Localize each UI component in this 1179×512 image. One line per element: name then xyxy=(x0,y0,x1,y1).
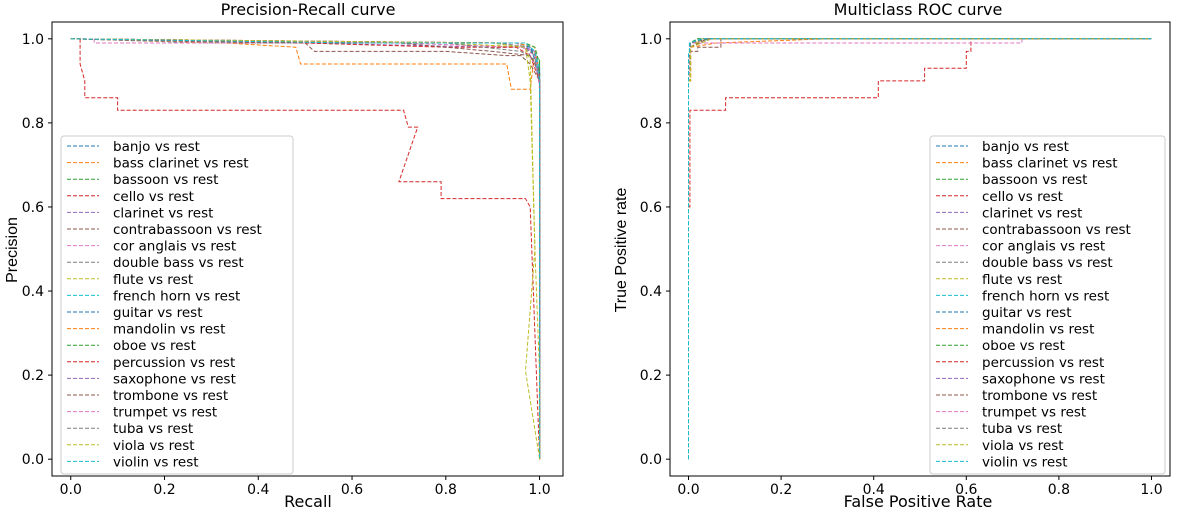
pr-legend-label: violin vs rest xyxy=(113,454,199,470)
roc-legend-label: contrabassoon vs rest xyxy=(982,222,1131,238)
pr-y-axis-label: Precision xyxy=(4,217,21,283)
roc-legend-label: oboe vs rest xyxy=(982,338,1065,354)
pr-y-tick-label: 0.4 xyxy=(22,284,44,300)
pr-y-tick-label: 0.6 xyxy=(22,200,44,216)
roc-legend-label: cor anglais vs rest xyxy=(982,239,1105,255)
pr-legend-label: banjo vs rest xyxy=(113,139,200,155)
roc-legend-label: percussion vs rest xyxy=(982,355,1104,371)
pr-legend-label: tuba vs rest xyxy=(113,421,193,437)
pr-y-tick-label: 0.0 xyxy=(22,452,44,468)
roc-legend-label: double bass vs rest xyxy=(982,255,1113,271)
roc-chart-title: Multiclass ROC curve xyxy=(834,0,1003,19)
pr-y-tick-label: 0.8 xyxy=(22,116,44,132)
roc-y-tick-label: 0.6 xyxy=(640,200,662,216)
roc-legend-label: trumpet vs rest xyxy=(982,405,1086,421)
roc-legend-label: bassoon vs rest xyxy=(982,172,1087,188)
pr-x-tick-label: 0.4 xyxy=(247,482,269,498)
pr-legend-label: cello vs rest xyxy=(113,189,194,205)
pr-legend-label: percussion vs rest xyxy=(113,355,235,371)
pr-curve-cor-anglais xyxy=(93,38,541,460)
pr-x-tick-label: 0.8 xyxy=(435,482,457,498)
pr-legend-label: guitar vs rest xyxy=(113,305,202,321)
pr-legend-box xyxy=(60,135,294,475)
pr-legend-label: trumpet vs rest xyxy=(113,405,217,421)
roc-legend-label: violin vs rest xyxy=(982,454,1068,470)
roc-x-tick-label: 0.2 xyxy=(770,482,792,498)
pr-legend-label: contrabassoon vs rest xyxy=(113,222,262,238)
roc-y-axis-label: True Positive rate xyxy=(613,188,630,313)
roc-legend-label: french horn vs rest xyxy=(982,288,1109,304)
roc-curve-cello xyxy=(688,38,1152,460)
pr-x-tick-label: 0.2 xyxy=(153,482,175,498)
pr-legend-label: cor anglais vs rest xyxy=(113,239,236,255)
pr-curve-contrabassoon xyxy=(70,38,541,460)
pr-curve-cello xyxy=(79,38,541,460)
pr-legend-label: clarinet vs rest xyxy=(113,205,213,221)
pr-legend-label: bassoon vs rest xyxy=(113,172,218,188)
roc-y-tick-label: 0.8 xyxy=(640,116,662,132)
roc-legend-label: bass clarinet vs rest xyxy=(982,156,1118,172)
pr-y-tick-label: 1.0 xyxy=(22,32,44,48)
roc-legend-box xyxy=(929,135,1166,475)
roc-x-tick-label: 0.4 xyxy=(863,482,885,498)
roc-plot-frame xyxy=(669,21,1171,477)
pr-x-tick-label: 0.6 xyxy=(341,482,363,498)
pr-curve-violin xyxy=(70,38,541,460)
roc-y-tick-label: 0.4 xyxy=(640,284,662,300)
pr-x-axis-label: Recall xyxy=(284,492,332,511)
roc-y-tick-label: 1.0 xyxy=(640,32,662,48)
pr-chart-title: Precision-Recall curve xyxy=(221,0,396,19)
roc-y-tick-label: 0.2 xyxy=(640,368,662,384)
roc-x-tick-label: 0.8 xyxy=(1048,482,1070,498)
pr-legend-label: double bass vs rest xyxy=(113,255,244,271)
roc-legend-label: guitar vs rest xyxy=(982,305,1071,321)
pr-legend-label: trombone vs rest xyxy=(113,388,228,404)
roc-x-axis-label: False Positive Rate xyxy=(844,492,993,511)
pr-legend-label: french horn vs rest xyxy=(113,288,240,304)
roc-legend-label: flute vs rest xyxy=(982,272,1062,288)
roc-curves xyxy=(688,38,1152,460)
pr-plot-frame xyxy=(51,21,564,477)
roc-legend-label: tuba vs rest xyxy=(982,421,1062,437)
roc-legend-label: clarinet vs rest xyxy=(982,205,1082,221)
pr-legend-label: flute vs rest xyxy=(113,272,193,288)
pr-x-tick-label: 1.0 xyxy=(528,482,550,498)
roc-legend-label: banjo vs rest xyxy=(982,139,1069,155)
roc-y-tick-label: 0.0 xyxy=(640,452,662,468)
roc-x-tick-label: 0.6 xyxy=(955,482,977,498)
roc-legend-label: trombone vs rest xyxy=(982,388,1097,404)
roc-legend-label: cello vs rest xyxy=(982,189,1063,205)
pr-curve-panel: Precision-Recall curve 0.0 0.2 0.4 0.6 0.8 1.… xyxy=(4,0,564,511)
pr-legend-label: saxophone vs rest xyxy=(113,371,236,387)
roc-legend-label: mandolin vs rest xyxy=(982,322,1094,338)
pr-y-tick-label: 0.2 xyxy=(22,368,44,384)
pr-legend-label: viola vs rest xyxy=(113,438,195,454)
pr-legend-label: oboe vs rest xyxy=(113,338,196,354)
roc-curve-violin xyxy=(688,38,1152,460)
roc-x-tick-label: 0.0 xyxy=(677,482,699,498)
roc-legend-label: saxophone vs rest xyxy=(982,371,1105,387)
pr-curves xyxy=(70,38,541,460)
roc-ticks: 0.0 0.2 0.4 0.6 0.8 1.0 0.0 0.2 0.4 0.6 0.8 1.0 xyxy=(640,32,1163,498)
roc-x-tick-label: 1.0 xyxy=(1140,482,1162,498)
pr-ticks: 0.0 0.2 0.4 0.6 0.8 1.0 0.0 0.2 0.4 0.6 0.8 1.0 xyxy=(22,32,551,498)
pr-x-tick-label: 0.0 xyxy=(60,482,82,498)
pr-legend-label: bass clarinet vs rest xyxy=(113,156,249,172)
pr-legend-label: mandolin vs rest xyxy=(113,322,225,338)
roc-legend-label: viola vs rest xyxy=(982,438,1064,454)
roc-curve-panel: Multiclass ROC curve 0.0 0.2 0.4 0.6 0.8 1.00… xyxy=(613,0,1171,511)
